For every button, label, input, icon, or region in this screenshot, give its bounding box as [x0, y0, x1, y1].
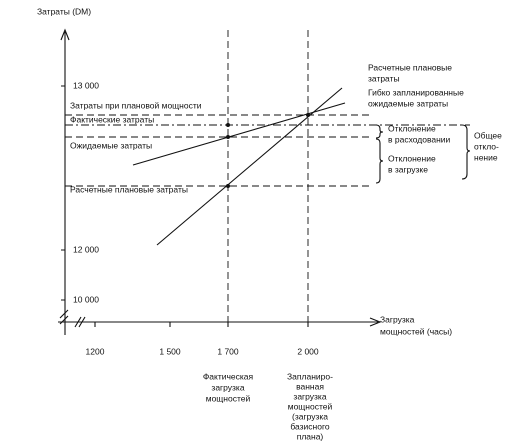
x-note: Запланиро-: [287, 371, 333, 381]
variance-label: Общее: [474, 130, 502, 140]
brace-total: [461, 124, 471, 180]
x-break: [74, 316, 86, 328]
x-note: мощностей: [206, 393, 251, 403]
variance-label: в загрузке: [388, 164, 428, 174]
line-label: Фактические затраты: [70, 114, 154, 124]
x-note: базисного: [290, 421, 330, 431]
x-tick-label: 1200: [86, 346, 105, 356]
line-label: Расчетные плановые затраты: [70, 184, 188, 194]
y-axis-title: Затраты (DM): [37, 6, 91, 16]
point: [306, 113, 310, 117]
y-tick-label: 10 000: [73, 294, 99, 304]
line-label: Ожидаемые затраты: [70, 140, 152, 150]
x-note: мощностей: [288, 401, 333, 411]
y-tick-label: 13 000: [73, 80, 99, 90]
x-axis-title: Загрузка: [380, 314, 415, 324]
legend-label: затраты: [368, 73, 400, 83]
y-tick-label: 12 000: [73, 244, 99, 254]
ticks: [61, 85, 309, 327]
legend-label: ожидаемые затраты: [368, 98, 448, 108]
legend-label: Гибко запланированные: [368, 87, 464, 97]
y-break: [59, 309, 69, 325]
variance-label: Отклонение: [388, 123, 436, 133]
points: [226, 113, 310, 188]
y-arrow: [60, 28, 70, 41]
line-label: Затраты при плановой мощности: [70, 100, 202, 110]
x-tick-label: 1 500: [159, 346, 181, 356]
variance-label: Отклонение: [388, 153, 436, 163]
axes: [58, 28, 382, 335]
point: [226, 123, 230, 127]
x-note: (загрузка: [292, 411, 328, 421]
x-tick-label: 2 000: [297, 346, 319, 356]
x-arrow: [369, 317, 382, 327]
legend-label: Расчетные плановые: [368, 62, 452, 72]
x-tick-label: 1 700: [217, 346, 239, 356]
flexible-cost-curve: [132, 102, 346, 166]
x-note: Фактическая: [203, 371, 254, 381]
variance-label: откло-: [474, 141, 499, 151]
variance-label: в расходовании: [388, 134, 451, 144]
point: [226, 184, 230, 188]
x-note: плана): [297, 431, 324, 441]
variance-label: нение: [474, 152, 498, 162]
x-note: ванная: [296, 381, 324, 391]
x-axis-title: мощностей (часы): [380, 326, 452, 336]
brace-volume: [375, 138, 384, 184]
point: [226, 135, 230, 139]
x-note: загрузка: [293, 391, 326, 401]
brace-spending: [375, 124, 384, 139]
x-note: загрузка: [211, 382, 244, 392]
planned-cost-curve: [156, 87, 343, 246]
